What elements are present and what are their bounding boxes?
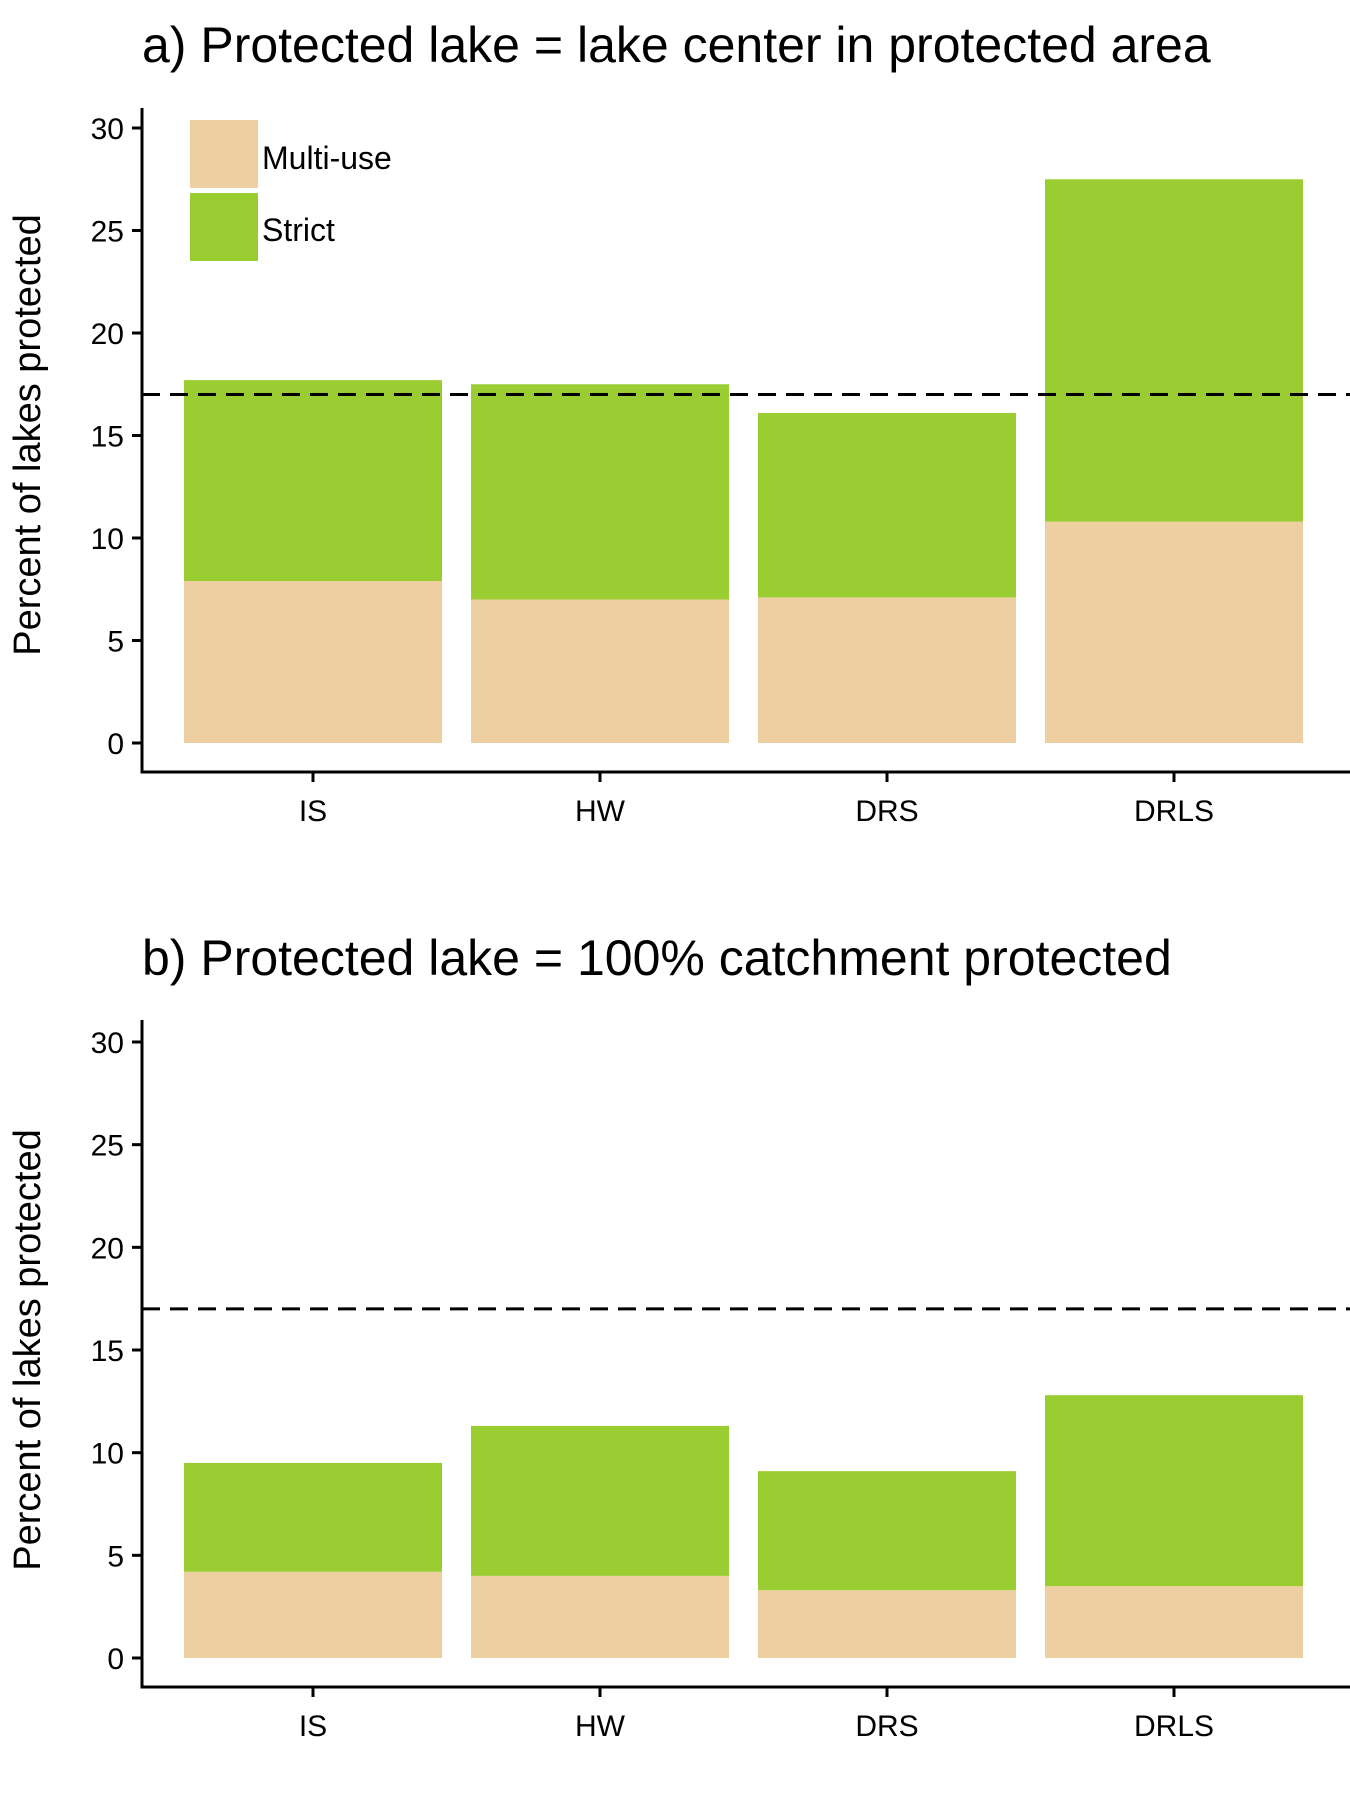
y-axis-title: Percent of lakes protected <box>7 1129 49 1570</box>
y-axis-title: Percent of lakes protected <box>7 214 49 655</box>
y-tick-label-25: 25 <box>91 1130 124 1163</box>
x-tick-label-hw: HW <box>575 1710 626 1743</box>
y-tick-label-30: 30 <box>91 113 124 146</box>
panel-title: b) Protected lake = 100% catchment prote… <box>142 930 1172 986</box>
axes: IS HW DRS DRLS 0 5 10 15 20 25 30 <box>91 108 1350 828</box>
bar-drs-strict <box>758 1471 1016 1591</box>
y-tick-label-20: 20 <box>91 1232 124 1265</box>
y-tick-label-15: 15 <box>91 1335 124 1368</box>
legend-swatch-strict <box>190 193 258 261</box>
legend-label-strict: Strict <box>262 212 335 248</box>
bar-drls-multi-use <box>1045 521 1303 743</box>
bar-drls-strict <box>1045 179 1303 522</box>
bar-drs-multi-use <box>758 597 1016 743</box>
panel-b: b) Protected lake = 100% catchment prote… <box>7 930 1350 1743</box>
legend: Multi-use Strict <box>190 120 392 261</box>
y-tick-label-10: 10 <box>91 523 124 556</box>
bars <box>184 1395 1303 1658</box>
y-tick-label-5: 5 <box>107 1540 124 1573</box>
bar-drs-strict <box>758 412 1016 598</box>
x-tick-label-drs: DRS <box>855 795 918 828</box>
x-tick-label-drls: DRLS <box>1134 1710 1214 1743</box>
legend-label-multi-use: Multi-use <box>262 140 392 176</box>
bar-hw-multi-use <box>471 599 729 743</box>
y-tick-label-25: 25 <box>91 216 124 249</box>
bars <box>184 179 1303 743</box>
y-tick-label-5: 5 <box>107 626 124 659</box>
panel-a: a) Protected lake = lake center in prote… <box>7 17 1350 828</box>
axes: IS HW DRS DRLS 0 5 10 15 20 25 30 <box>91 1020 1350 1743</box>
bar-drls-strict <box>1045 1395 1303 1587</box>
legend-swatch-multi-use <box>190 120 258 188</box>
bar-is-strict <box>184 380 442 582</box>
y-tick-label-0: 0 <box>107 728 124 761</box>
bar-drs-multi-use <box>758 1590 1016 1658</box>
bar-hw-multi-use <box>471 1575 729 1658</box>
bar-is-strict <box>184 1462 442 1572</box>
bar-drls-multi-use <box>1045 1586 1303 1658</box>
bar-hw-strict <box>471 384 729 600</box>
panel-title: a) Protected lake = lake center in prote… <box>142 17 1211 73</box>
bar-is-multi-use <box>184 581 442 743</box>
y-tick-label-0: 0 <box>107 1643 124 1676</box>
x-tick-label-is: IS <box>299 795 327 828</box>
bar-hw-strict <box>471 1425 729 1576</box>
x-tick-label-hw: HW <box>575 795 626 828</box>
x-tick-label-drs: DRS <box>855 1710 918 1743</box>
x-tick-label-is: IS <box>299 1710 327 1743</box>
x-tick-label-drls: DRLS <box>1134 795 1214 828</box>
y-tick-label-15: 15 <box>91 421 124 454</box>
bar-is-multi-use <box>184 1571 442 1658</box>
y-tick-label-20: 20 <box>91 318 124 351</box>
y-tick-label-30: 30 <box>91 1027 124 1060</box>
y-tick-label-10: 10 <box>91 1438 124 1471</box>
